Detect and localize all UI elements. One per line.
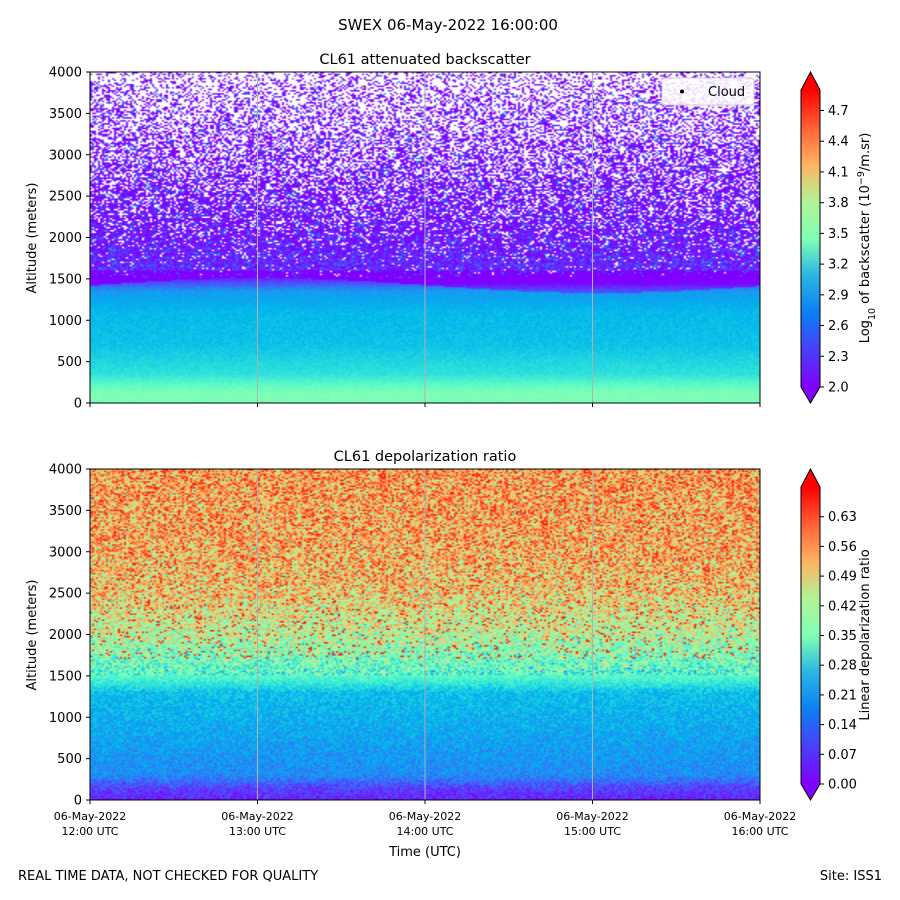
x-tick-date-label: 06-May-2022 (556, 810, 628, 823)
backscatter-colorbar-tick-label: 2.0 (828, 381, 849, 396)
depolarization-colorbar-tick-label: 0.63 (828, 510, 857, 525)
backscatter-colorbar-tick-label: 4.4 (828, 135, 849, 150)
backscatter-y-ticks: 0 500 1000 1500 2000 2500 3000 3500 4000 (49, 66, 90, 412)
backscatter-colorbar-gradient (801, 90, 820, 387)
backscatter-title: CL61 attenuated backscatter (319, 52, 530, 68)
cloud-dot-icon (680, 89, 684, 94)
depolarization-y-tick-label: 2500 (49, 587, 82, 602)
backscatter-colorbar-extend-min (801, 387, 820, 403)
backscatter-colorbar: 2.0 2.3 2.6 2.9 3.2 3.5 3.8 4.1 4.4 4.7 Log10 of … (800, 70, 878, 404)
depolarization-colorbar-tick-label: 0.49 (828, 570, 857, 585)
backscatter-gridlines (257, 72, 593, 403)
time-axis-label: Time (UTC) (388, 845, 461, 860)
cloud-legend[interactable]: Cloud (661, 77, 755, 106)
backscatter-colorbar-tick-label: 4.1 (828, 165, 849, 180)
site-label: Site: ISS1 (819, 869, 882, 884)
cloud-legend-box (661, 77, 755, 106)
cb-label-sub: 10 (867, 308, 878, 320)
backscatter-y-tick-label: 4000 (49, 66, 82, 81)
x-tick-time-label: 16:00 UTC (731, 825, 788, 838)
depolarization-colorbar-tick-label: 0.56 (828, 540, 857, 555)
depolarization-colorbar-tick-label: 0.35 (828, 629, 857, 644)
depolarization-colorbar-label: Linear depolarization ratio (858, 549, 873, 720)
depolarization-y-tick-label: 2000 (49, 628, 82, 643)
depolarization-colorbar-tick-label: 0.28 (828, 659, 857, 674)
depolarization-y-ticks: 0 500 1000 1500 2000 2500 3000 3500 4000 (49, 463, 90, 809)
backscatter-panel: CL61 attenuated backscatter 0 500 1000 1500… (25, 52, 878, 412)
backscatter-y-tick-label: 3000 (49, 148, 82, 163)
depolarization-y-tick-label: 3500 (49, 504, 82, 519)
backscatter-colorbar-ticks: 2.0 2.3 2.6 2.9 3.2 3.5 3.8 4.1 4.4 4.7 (820, 104, 849, 396)
depolarization-colorbar-tick-label: 0.14 (828, 718, 857, 733)
cloud-legend-label: Cloud (708, 85, 745, 100)
backscatter-y-tick-label: 1000 (49, 314, 82, 329)
depolarization-colorbar-tick-label: 0.00 (828, 778, 857, 793)
depolarization-y-label: Altitude (meters) (25, 580, 40, 691)
x-tick-time-label: 12:00 UTC (61, 825, 118, 838)
depolarization-title: CL61 depolarization ratio (334, 449, 517, 465)
depolarization-y-tick-label: 4000 (49, 463, 82, 478)
depolarization-colorbar: 0.00 0.07 0.14 0.21 0.28 0.35 0.42 0.49 0.56 0.63… (800, 467, 873, 801)
backscatter-colorbar-label: Log10 of backscatter (10−9/m.sr) (856, 133, 878, 344)
backscatter-colorbar-tick-label: 4.7 (828, 104, 849, 119)
backscatter-colorbar-tick-label: 2.6 (828, 319, 849, 334)
depolarization-colorbar-gradient (801, 487, 820, 784)
x-tick-date-label: 06-May-2022 (54, 810, 126, 823)
figure-title: SWEX 06-May-2022 16:00:00 (338, 16, 558, 34)
backscatter-y-tick-label: 500 (57, 355, 82, 370)
depolarization-colorbar-tick-label: 0.42 (828, 599, 857, 614)
backscatter-colorbar-tick-label: 3.2 (828, 258, 849, 273)
depolarization-colorbar-outline (800, 467, 821, 801)
depolarization-y-tick-label: 0 (74, 794, 82, 809)
depolarization-colorbar-ticks: 0.00 0.07 0.14 0.21 0.28 0.35 0.42 0.49 0.56 0.63 (820, 510, 857, 793)
depolarization-colorbar-extend-max (801, 469, 820, 487)
backscatter-y-tick-label: 2000 (49, 231, 82, 246)
backscatter-y-tick-label: 0 (74, 397, 82, 412)
depolarization-gridlines (257, 469, 593, 800)
depolarization-colorbar-tick-label: 0.21 (828, 688, 857, 703)
backscatter-x-ticks (89, 403, 761, 407)
depolarization-y-tick-label: 500 (57, 752, 82, 767)
backscatter-y-tick-label: 2500 (49, 190, 82, 205)
cb-label-mid: of backscatter (10 (858, 185, 873, 308)
backscatter-colorbar-tick-label: 2.9 (828, 288, 849, 303)
backscatter-colorbar-tick-label: 3.5 (828, 227, 849, 242)
depolarization-colorbar-extend-min (801, 784, 820, 800)
backscatter-colorbar-tick-label: 3.8 (828, 196, 849, 211)
depolarization-x-ticks: 06-May-2022 12:00 UTC 06-May-2022 13:00 UTC… (54, 800, 796, 838)
cb-label-sup: −9 (856, 171, 867, 185)
backscatter-y-label: Altitude (meters) (25, 183, 40, 294)
x-tick-time-label: 13:00 UTC (229, 825, 286, 838)
depolarization-y-tick-label: 1500 (49, 669, 82, 684)
depolarization-y-tick-label: 1000 (49, 711, 82, 726)
depolarization-y-tick-label: 3000 (49, 545, 82, 560)
quality-disclaimer: REAL TIME DATA, NOT CHECKED FOR QUALITY (18, 869, 319, 884)
x-tick-date-label: 06-May-2022 (724, 810, 796, 823)
backscatter-colorbar-extend-max (801, 72, 820, 90)
x-tick-time-label: 15:00 UTC (564, 825, 621, 838)
x-tick-date-label: 06-May-2022 (221, 810, 293, 823)
backscatter-y-tick-label: 1500 (49, 272, 82, 287)
cb-label-log: Log (858, 320, 873, 343)
x-tick-date-label: 06-May-2022 (389, 810, 461, 823)
backscatter-y-tick-label: 3500 (49, 107, 82, 122)
backscatter-colorbar-tick-label: 2.3 (828, 350, 849, 365)
cb-label-post: /m.sr) (858, 133, 873, 171)
depolarization-panel: CL61 depolarization ratio 0 500 1000 1500 20… (25, 449, 873, 860)
x-tick-time-label: 14:00 UTC (396, 825, 453, 838)
depolarization-colorbar-tick-label: 0.07 (828, 748, 857, 763)
backscatter-colorbar-outline (800, 70, 821, 404)
